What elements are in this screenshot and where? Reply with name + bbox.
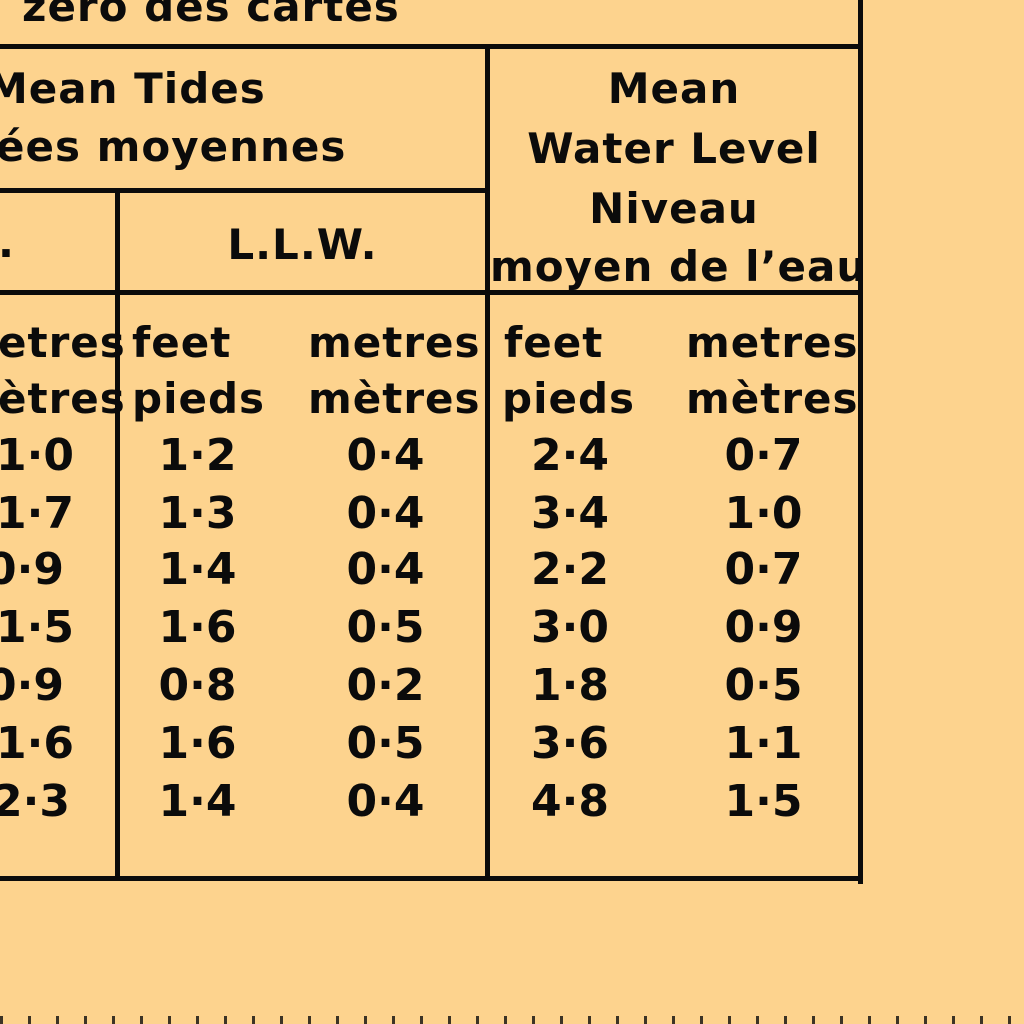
next-table-edge	[0, 1016, 1024, 1024]
hhw-metres-fr: ètres	[0, 374, 126, 423]
llw-metres-cell: 0·4	[346, 544, 425, 595]
mwl-metres-cell: 0·9	[724, 602, 803, 653]
mean-tides-label-fr: ées moyennes	[0, 122, 347, 171]
llw-metres-cell: 0·4	[346, 776, 425, 827]
mwl-feet-cell: 3·4	[531, 488, 609, 539]
llw-metres-cell: 0·5	[346, 718, 425, 769]
mwl-metres-fr: mètres	[686, 374, 859, 423]
llw-feet-fr: pieds	[132, 374, 266, 423]
row-divider-chart-datum	[0, 44, 863, 49]
mwl-label-line4: moyen de l’eau	[490, 242, 868, 291]
llw-feet-cell: 1·2	[158, 430, 237, 481]
llw-metres-fr: mètres	[308, 374, 481, 423]
llw-metres-cell: 0·2	[346, 660, 425, 711]
column-divider-llw	[115, 191, 120, 880]
mwl-label-line2: Water Level	[527, 124, 821, 173]
llw-feet-en: feet	[132, 318, 232, 367]
llw-feet-cell: 1·6	[158, 718, 237, 769]
mwl-feet-fr: pieds	[502, 374, 636, 423]
llw-feet-cell: 1·4	[158, 544, 237, 595]
mwl-feet-en: feet	[504, 318, 604, 367]
llw-feet-cell: 1·3	[158, 488, 237, 539]
llw-label: L.L.W.	[227, 220, 378, 269]
mwl-feet-cell: 3·0	[531, 602, 609, 653]
llw-metres-cell: 0·4	[346, 430, 425, 481]
mwl-metres-en: metres	[686, 318, 859, 367]
hhw-label: .	[0, 222, 15, 264]
hhw-metres-cell: 0·9	[0, 660, 64, 711]
hhw-metres-cell: 1·7	[0, 488, 74, 539]
mwl-metres-cell: 0·7	[724, 430, 803, 481]
llw-metres-en: metres	[308, 318, 481, 367]
row-divider-mean-tides	[0, 188, 488, 193]
table-border-bottom	[0, 876, 863, 881]
mwl-metres-cell: 0·7	[724, 544, 803, 595]
mwl-label-line3: Niveau	[589, 184, 759, 233]
hhw-metres-cell: 2·3	[0, 776, 70, 827]
llw-feet-cell: 0·8	[158, 660, 237, 711]
column-divider-mwl	[485, 47, 490, 880]
mwl-metres-cell: 1·5	[724, 776, 803, 827]
hhw-metres-en: etres	[0, 318, 126, 367]
hhw-metres-cell: 1·6	[0, 718, 74, 769]
mwl-metres-cell: 1·0	[724, 488, 803, 539]
mwl-metres-cell: 0·5	[724, 660, 803, 711]
mwl-feet-cell: 4·8	[531, 776, 609, 827]
llw-metres-cell: 0·5	[346, 602, 425, 653]
llw-feet-cell: 1·6	[158, 602, 237, 653]
table-border-right	[858, 0, 863, 884]
mwl-feet-cell: 1·8	[531, 660, 609, 711]
mwl-label-line1: Mean	[607, 64, 741, 113]
chart-datum-label: zero des cartes	[22, 0, 400, 31]
mwl-feet-cell: 2·4	[531, 430, 609, 481]
hhw-metres-cell: 1·5	[0, 602, 74, 653]
mwl-feet-cell: 2·2	[531, 544, 609, 595]
hhw-metres-cell: 0·9	[0, 544, 64, 595]
mean-tides-label-en: Mean Tides	[0, 64, 266, 113]
hhw-metres-cell: 1·0	[0, 430, 74, 481]
row-divider-units	[0, 290, 863, 295]
mwl-feet-cell: 3·6	[531, 718, 609, 769]
llw-metres-cell: 0·4	[346, 488, 425, 539]
llw-feet-cell: 1·4	[158, 776, 237, 827]
mwl-metres-cell: 1·1	[724, 718, 803, 769]
